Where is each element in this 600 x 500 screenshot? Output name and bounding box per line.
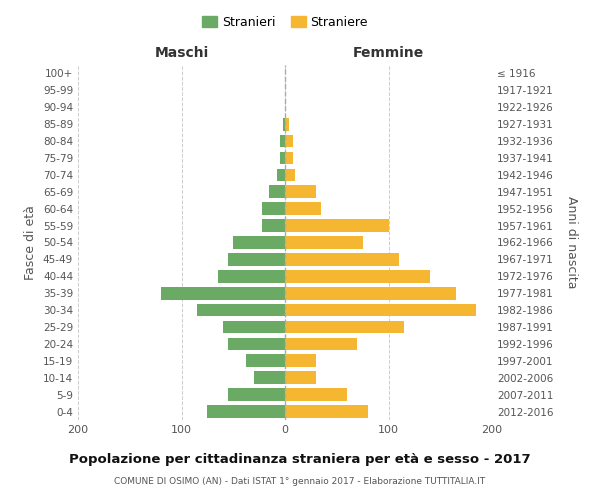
Bar: [280, 152, 285, 164]
Bar: [285, 405, 368, 418]
Bar: [254, 372, 285, 384]
Bar: [285, 220, 389, 232]
Bar: [269, 186, 285, 198]
Bar: [208, 405, 285, 418]
Bar: [285, 354, 316, 367]
Bar: [285, 202, 321, 215]
Bar: [285, 287, 456, 300]
Bar: [285, 236, 362, 249]
Bar: [228, 253, 285, 266]
Bar: [285, 388, 347, 401]
Text: Popolazione per cittadinanza straniera per età e sesso - 2017: Popolazione per cittadinanza straniera p…: [69, 452, 531, 466]
Bar: [285, 304, 476, 316]
Bar: [285, 320, 404, 334]
Bar: [197, 304, 285, 316]
Bar: [228, 388, 285, 401]
Bar: [285, 338, 358, 350]
Bar: [285, 372, 316, 384]
Legend: Stranieri, Straniere: Stranieri, Straniere: [197, 11, 373, 34]
Text: COMUNE DI OSIMO (AN) - Dati ISTAT 1° gennaio 2017 - Elaborazione TUTTITALIA.IT: COMUNE DI OSIMO (AN) - Dati ISTAT 1° gen…: [115, 478, 485, 486]
Bar: [285, 253, 399, 266]
Y-axis label: Anni di nascita: Anni di nascita: [565, 196, 578, 289]
Bar: [285, 186, 316, 198]
Bar: [283, 118, 285, 130]
Bar: [262, 202, 285, 215]
Bar: [161, 287, 285, 300]
Bar: [262, 220, 285, 232]
Bar: [223, 320, 285, 334]
Y-axis label: Fasce di età: Fasce di età: [25, 205, 37, 280]
Bar: [285, 168, 295, 181]
Bar: [280, 134, 285, 147]
Bar: [245, 354, 285, 367]
Bar: [233, 236, 285, 249]
Bar: [285, 118, 289, 130]
Bar: [218, 270, 285, 282]
Bar: [277, 168, 285, 181]
Bar: [285, 270, 430, 282]
Bar: [285, 152, 293, 164]
Bar: [228, 338, 285, 350]
Bar: [285, 134, 293, 147]
